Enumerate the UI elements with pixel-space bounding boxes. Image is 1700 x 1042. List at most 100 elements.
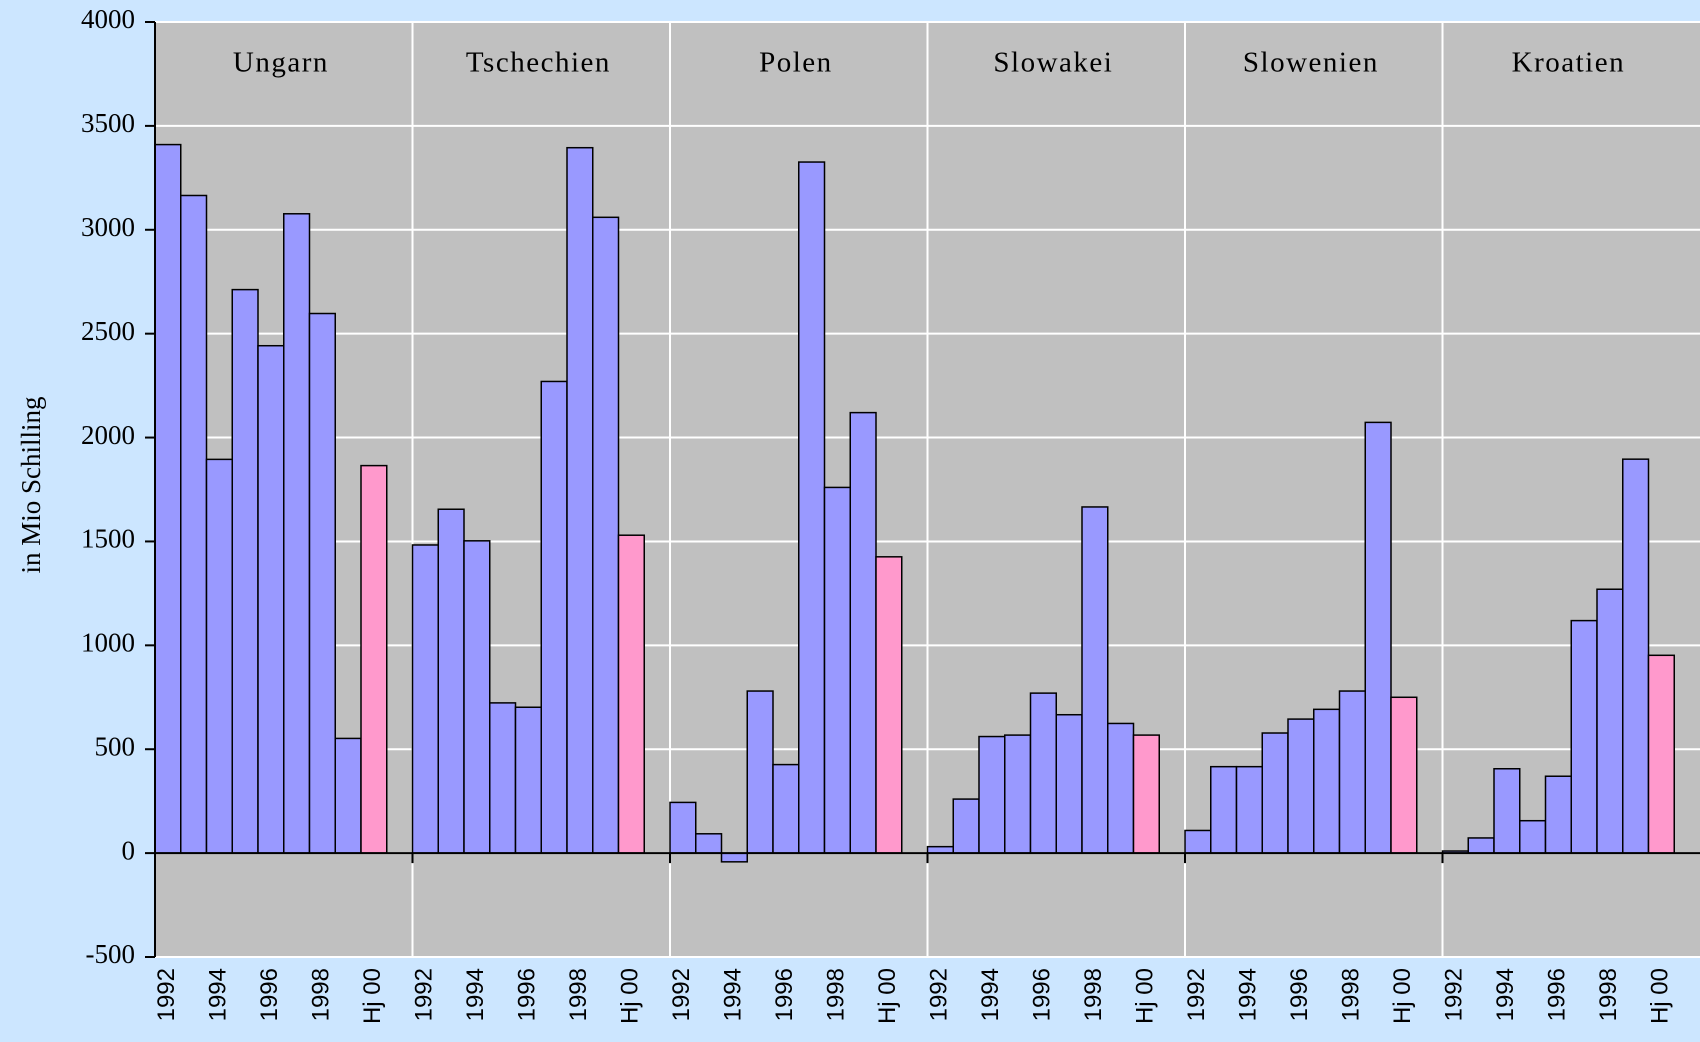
bar: [1210, 765, 1238, 854]
bar: [180, 194, 208, 854]
x-tick-label: Hj 00: [1132, 968, 1159, 1024]
bar: [205, 458, 233, 854]
bar: [875, 556, 903, 854]
group-label: Polen: [759, 47, 833, 79]
group-label: Kroatien: [1512, 47, 1625, 79]
x-tick-label: 1996: [1286, 968, 1313, 1021]
bar: [1544, 775, 1572, 854]
group-label: Tschechien: [466, 47, 611, 79]
y-tick-label: 1500: [81, 524, 135, 554]
y-tick-label: 3000: [81, 212, 135, 242]
bar: [514, 706, 542, 854]
bar: [1622, 458, 1650, 854]
bar: [1055, 713, 1083, 854]
x-tick-label: 1996: [256, 968, 283, 1021]
bar: [360, 464, 388, 854]
x-tick-label: 1998: [1595, 968, 1622, 1021]
bar: [1467, 837, 1495, 854]
bar: [669, 801, 697, 854]
group-label: Slowenien: [1243, 47, 1379, 79]
bar: [1235, 765, 1263, 854]
bar: [1596, 588, 1624, 854]
bar: [154, 143, 182, 854]
bar: [1390, 696, 1418, 854]
bar: [1519, 819, 1547, 854]
bar: [1364, 421, 1392, 854]
y-tick-label: 2000: [81, 420, 135, 450]
bar: [1184, 829, 1212, 854]
bar: [308, 312, 336, 854]
bar: [1570, 619, 1598, 854]
x-tick-label: 1992: [926, 968, 953, 1021]
bar: [746, 690, 774, 854]
y-tick-label: 2500: [81, 316, 135, 346]
y-tick-label: -500: [86, 939, 136, 969]
y-tick-label: 3500: [81, 108, 135, 138]
y-tick-label: 500: [95, 731, 136, 761]
x-tick-label: 1996: [1029, 968, 1056, 1021]
bar: [540, 380, 568, 854]
bar: [1004, 734, 1032, 854]
x-tick-label: 1992: [411, 968, 438, 1021]
bar: [823, 486, 851, 854]
y-tick-label: 0: [122, 835, 136, 865]
bar: [1338, 690, 1366, 854]
x-tick-label: 1994: [1235, 968, 1262, 1021]
bar: [1081, 506, 1109, 854]
bar: [437, 508, 465, 854]
bar: [1493, 768, 1521, 854]
bar: [231, 288, 259, 854]
x-tick-label: 1994: [205, 968, 232, 1021]
x-tick-label: 1998: [1338, 968, 1365, 1021]
bar: [617, 534, 645, 854]
group-label: Ungarn: [233, 47, 329, 79]
bar: [978, 735, 1006, 854]
x-tick-label: Hj 00: [1389, 968, 1416, 1024]
x-tick-label: Hj 00: [359, 968, 386, 1024]
x-tick-label: 1994: [1492, 968, 1519, 1021]
bar: [489, 702, 517, 854]
x-tick-label: 1994: [977, 968, 1004, 1021]
bar: [1261, 732, 1289, 854]
group-label: Slowakei: [993, 47, 1113, 79]
x-tick-label: 1994: [462, 968, 489, 1021]
y-axis-label: in Mio Schilling: [16, 396, 46, 573]
y-tick-label: 4000: [81, 4, 135, 34]
bar: [695, 833, 723, 854]
bar: [1107, 722, 1135, 854]
bar: [592, 216, 620, 854]
x-tick-label: 1992: [668, 968, 695, 1021]
y-tick-label: 1000: [81, 628, 135, 658]
bar: [1132, 734, 1160, 854]
bar: [1313, 708, 1341, 854]
bar: [1029, 692, 1057, 854]
x-tick-label: 1998: [823, 968, 850, 1021]
x-tick-label: 1992: [1183, 968, 1210, 1021]
x-tick-label: 1998: [1080, 968, 1107, 1021]
bar: [411, 544, 439, 854]
bar: [257, 344, 285, 854]
x-tick-label: 1992: [1441, 968, 1468, 1021]
x-tick-label: Hj 00: [617, 968, 644, 1024]
bar: [952, 798, 980, 854]
x-tick-label: 1996: [771, 968, 798, 1021]
x-tick-label: 1996: [514, 968, 541, 1021]
x-tick-label: 1998: [308, 968, 335, 1021]
x-tick-label: Hj 00: [874, 968, 901, 1024]
bar: [1287, 718, 1315, 854]
bar: [720, 852, 748, 863]
x-tick-label: 1998: [565, 968, 592, 1021]
x-tick-label: 1994: [720, 968, 747, 1021]
bar: [463, 540, 491, 854]
x-tick-label: Hj 00: [1647, 968, 1674, 1024]
bar: [772, 763, 800, 854]
bar: [1647, 654, 1675, 854]
bar: [566, 146, 594, 854]
bar: [849, 411, 877, 854]
bar: [798, 161, 826, 854]
x-tick-label: 1992: [153, 968, 180, 1021]
bar: [334, 737, 362, 854]
bar: [283, 213, 311, 854]
x-tick-label: 1996: [1544, 968, 1571, 1021]
